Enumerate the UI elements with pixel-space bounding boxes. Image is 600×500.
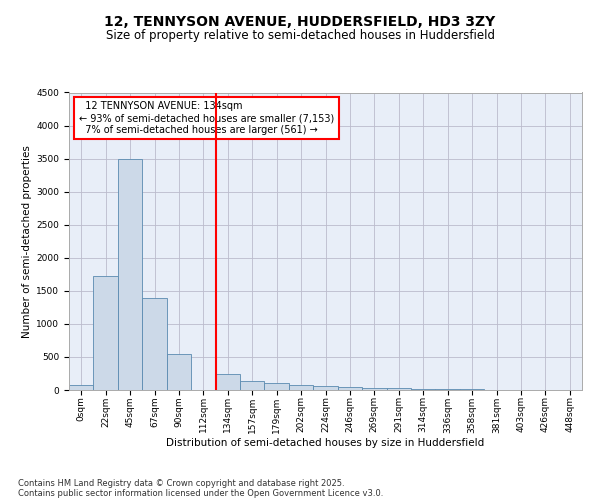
- Text: Size of property relative to semi-detached houses in Huddersfield: Size of property relative to semi-detach…: [106, 28, 494, 42]
- X-axis label: Distribution of semi-detached houses by size in Huddersfield: Distribution of semi-detached houses by …: [166, 438, 485, 448]
- Bar: [411, 388, 436, 390]
- Bar: [118, 158, 142, 390]
- Bar: [338, 387, 362, 390]
- Bar: [362, 388, 386, 390]
- Text: 12, TENNYSON AVENUE, HUDDERSFIELD, HD3 3ZY: 12, TENNYSON AVENUE, HUDDERSFIELD, HD3 3…: [104, 16, 496, 30]
- Text: Contains public sector information licensed under the Open Government Licence v3: Contains public sector information licen…: [18, 488, 383, 498]
- Bar: [167, 354, 191, 390]
- Bar: [142, 298, 167, 390]
- Text: 12 TENNYSON AVENUE: 134sqm
← 93% of semi-detached houses are smaller (7,153)
  7: 12 TENNYSON AVENUE: 134sqm ← 93% of semi…: [79, 102, 335, 134]
- Bar: [289, 386, 313, 390]
- Text: Contains HM Land Registry data © Crown copyright and database right 2025.: Contains HM Land Registry data © Crown c…: [18, 478, 344, 488]
- Bar: [436, 389, 460, 390]
- Bar: [240, 380, 265, 390]
- Bar: [265, 384, 289, 390]
- Bar: [69, 384, 94, 390]
- Bar: [386, 388, 411, 390]
- Bar: [94, 276, 118, 390]
- Y-axis label: Number of semi-detached properties: Number of semi-detached properties: [22, 145, 32, 338]
- Bar: [215, 374, 240, 390]
- Bar: [313, 386, 338, 390]
